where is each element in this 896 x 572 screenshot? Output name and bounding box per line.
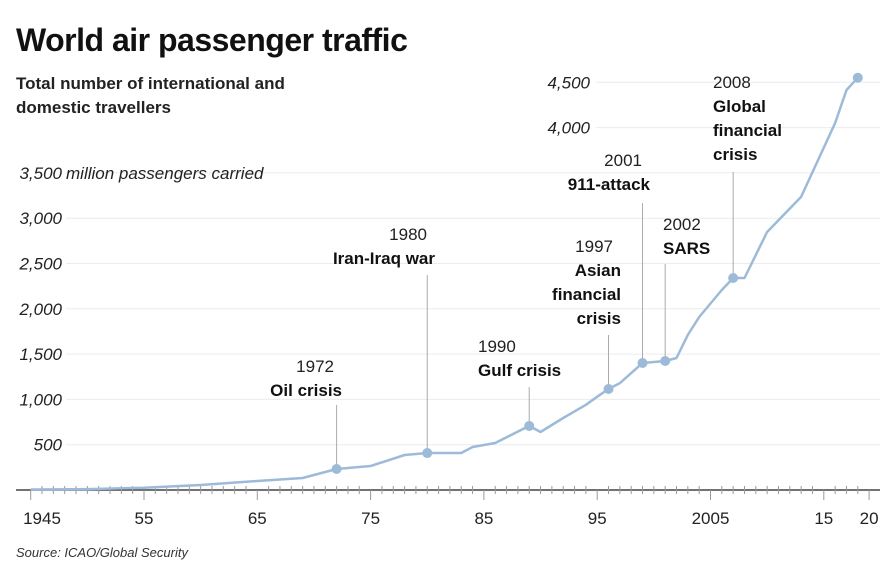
annotation-year: 1990 [478,337,516,356]
x-tick-label: 75 [361,509,380,528]
chart-subtitle: Total number of international and domest… [16,74,285,117]
passenger-line [30,76,859,491]
annotation-label: SARS [663,239,710,258]
annotation-label: 911-attack [568,175,651,194]
annotation-label: Iran-Iraq war [333,249,435,268]
event-marker [637,357,648,368]
annotation-year: 2002 [663,215,701,234]
event-marker [728,272,739,283]
annotation-year: 2001 [604,151,642,170]
annotation-label: crisis [713,145,757,164]
x-tick-label: 1945 [23,509,61,528]
annotation-label: Asian [575,261,621,280]
y-tick-label: 4,000 [547,119,590,138]
source-note: Source: ICAO/Global Security [16,545,188,560]
x-tick-label: 2005 [692,509,730,528]
event-marker [852,72,863,83]
y-tick-label: 1,500 [19,345,62,364]
y-tick-label: 3,500 [19,164,62,183]
x-tick-label: 15 [814,509,833,528]
event-marker [331,463,342,474]
y-axis-label: million passengers carried [66,164,264,183]
annotation-year: 1997 [575,237,613,256]
chart-title: World air passenger traffic [16,22,408,58]
x-tick-label: 20 [860,509,879,528]
annotation-label: Oil crisis [270,381,342,400]
x-tick-label: 85 [474,509,493,528]
y-tick-label: 1,000 [19,390,62,409]
x-tick-label: 95 [588,509,607,528]
x-tick-label: 65 [248,509,267,528]
event-marker [660,355,671,366]
annotation-label: Global [713,97,766,116]
annotation-label: financial [713,121,782,140]
y-tick-label: 2,500 [18,255,62,274]
event-marker [422,448,433,459]
y-tick-label: 3,000 [19,209,62,228]
y-tick-label: 4,500 [547,73,590,92]
annotation-year: 2008 [713,73,751,92]
x-tick-label: 55 [135,509,154,528]
annotation-label: crisis [577,309,621,328]
annotation-label: Gulf crisis [478,361,561,380]
annotation-year: 1972 [296,357,334,376]
y-tick-label: 500 [34,436,63,455]
event-marker [603,383,614,394]
annotation-label: financial [552,285,621,304]
annotation-year: 1980 [389,225,427,244]
y-tick-label: 2,000 [18,300,62,319]
event-marker [524,420,535,431]
